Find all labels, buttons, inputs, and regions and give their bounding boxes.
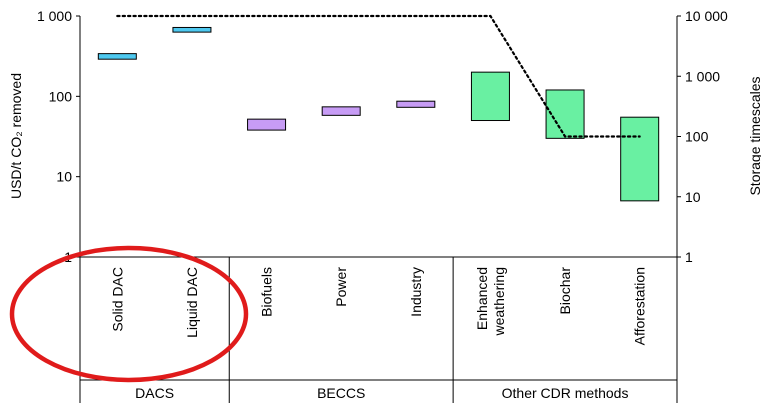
category-label: Biochar	[557, 267, 573, 315]
left-tick-label: 100	[49, 88, 73, 104]
group-label: Other CDR methods	[502, 385, 629, 401]
cost-range-bars	[97, 26, 660, 202]
cost-range-bar	[396, 100, 436, 108]
right-tick-label: 10	[685, 189, 701, 205]
category-label: weathering	[491, 267, 507, 337]
right-tick-label: 1	[685, 249, 693, 265]
right-tick-label: 1 000	[685, 68, 720, 84]
cost-range-bar	[470, 71, 510, 122]
category-label: Power	[333, 267, 349, 307]
category-label: Liquid DAC	[184, 267, 200, 338]
category-label: Afforestation	[632, 267, 648, 345]
cost-range-bar	[97, 53, 137, 60]
highlight-layer	[9, 245, 249, 383]
cost-range-bar	[172, 26, 212, 33]
group-label: BECCS	[317, 385, 365, 401]
right-tick-label: 100	[685, 129, 709, 145]
left-tick-label: 1 000	[37, 8, 72, 24]
cost-range-bar	[620, 116, 660, 202]
left-axis-title: USD/t CO₂ removed	[8, 73, 24, 199]
storage-timescale-series	[116, 14, 641, 138]
category-label: Solid DAC	[109, 267, 125, 332]
category-label: Enhanced	[474, 267, 490, 330]
right-axis-title: Storage timescales	[747, 76, 761, 195]
group-label: DACS	[135, 385, 174, 401]
cost-range-bar	[321, 106, 361, 116]
left-tick-label: 10	[56, 169, 72, 185]
cost-range-bar	[545, 89, 585, 139]
category-label: Industry	[408, 267, 424, 317]
category-label: Biofuels	[259, 267, 275, 317]
highlight-ellipse	[9, 245, 249, 383]
axes	[76, 15, 681, 403]
storage-timescale-line	[116, 14, 641, 138]
cost-range-bar	[247, 118, 287, 131]
right-tick-label: 10 000	[685, 8, 728, 24]
